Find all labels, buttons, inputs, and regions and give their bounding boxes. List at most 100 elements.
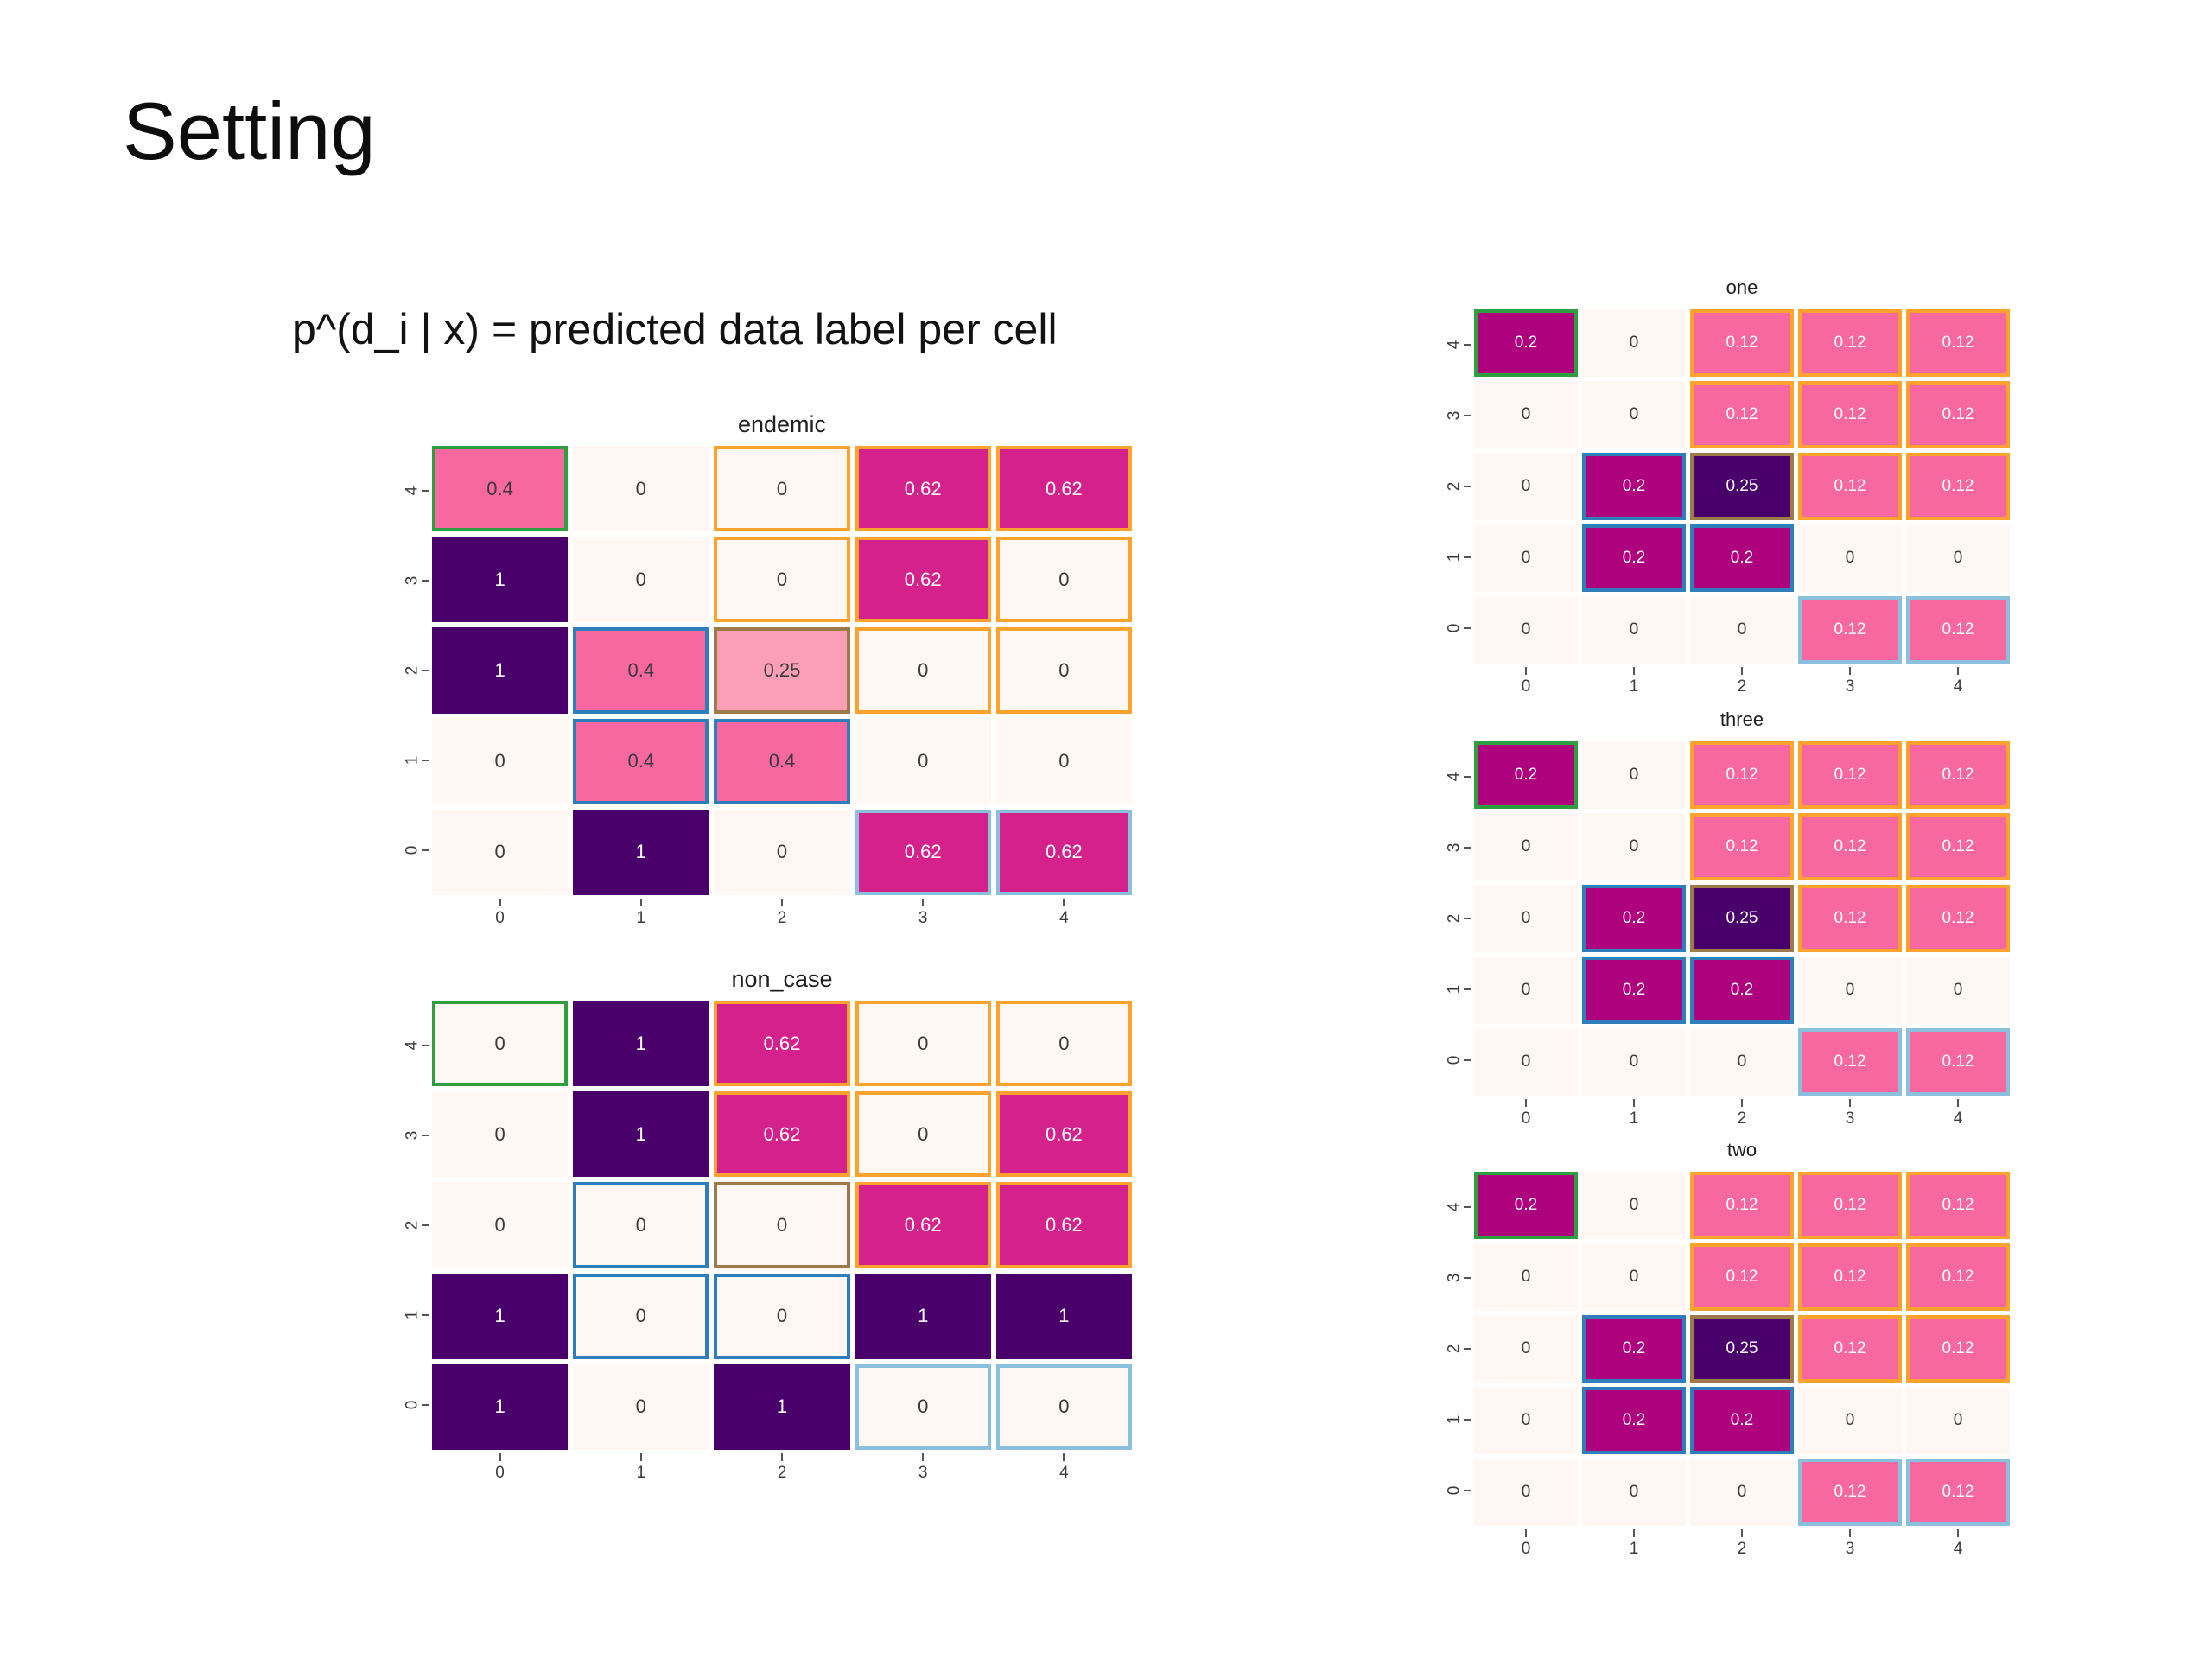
y-tick-label: 3 [1434, 1243, 1471, 1313]
heatmap-cell: 0.62 [995, 809, 1132, 895]
heatmap-cell: 0 [1474, 524, 1578, 592]
heatmap-cell: 0 [573, 537, 709, 623]
heatmap-cell: 0 [573, 1182, 709, 1268]
heatmap-cell: 0.12 [1906, 1172, 2010, 1239]
heatmap-cell: 0.2 [1582, 524, 1686, 592]
heatmap-cell: 0.12 [1906, 309, 2010, 377]
y-tick-label: 2 [1434, 1313, 1471, 1384]
heatmap-cell: 0 [1690, 1028, 1794, 1096]
x-tick-label: 2 [1690, 667, 1794, 696]
y-tick-label: 1 [1434, 522, 1471, 593]
heatmap-cell: 0 [855, 1363, 991, 1450]
heatmap-cell: 0 [1474, 1243, 1578, 1311]
heatmap-cell: 0.62 [714, 1001, 850, 1087]
heatmap-cell: 0.12 [1798, 596, 1902, 664]
y-tick-label: 0 [1434, 593, 1471, 664]
heatmap-cell: 0 [432, 1001, 569, 1087]
x-tick-label: 1 [573, 1453, 709, 1483]
heatmap-cell: 0.62 [855, 446, 991, 532]
y-tick-label: 0 [1434, 1025, 1471, 1096]
heatmap-cell: 0.12 [1798, 885, 1902, 952]
heatmap-cell: 0 [855, 627, 991, 714]
heatmap-cell: 0.12 [1906, 1243, 2010, 1311]
x-tick-label: 1 [1582, 667, 1686, 696]
y-tick-label: 2 [1434, 451, 1471, 522]
heatmap-cell: 0.12 [1906, 885, 2010, 952]
heatmap-cell: 0.12 [1798, 1459, 1902, 1526]
heatmap-cell: 0.12 [1906, 813, 2010, 880]
y-tick-label: 2 [1434, 883, 1471, 954]
y-tick-label: 3 [1434, 380, 1471, 451]
y-tick-label: 0 [392, 805, 429, 895]
x-tick-label: 1 [573, 899, 709, 928]
heatmap-cell: 0 [1798, 524, 1902, 592]
heatmap-title: three [1719, 709, 1764, 730]
x-tick-label: 4 [996, 899, 1132, 928]
heatmap-cell: 0.4 [714, 718, 850, 804]
heatmap-cell: 0.62 [995, 1182, 1132, 1268]
heatmap-cell: 0.12 [1690, 381, 1794, 448]
heatmap-cell: 0.12 [1906, 741, 2010, 809]
x-tick-label: 0 [1474, 1529, 1578, 1559]
heatmap-cell: 0 [714, 1273, 850, 1359]
heatmap-cell: 0.12 [1690, 741, 1794, 809]
heatmap-cell: 1 [573, 1091, 709, 1178]
heatmap-cell: 0 [995, 627, 1132, 714]
heatmap-cell: 0 [1474, 1459, 1578, 1526]
heatmap-cell: 0 [1474, 381, 1578, 448]
x-tick-label: 4 [1906, 667, 2010, 696]
heatmap-cell: 1 [573, 1001, 709, 1087]
y-tick-label: 4 [392, 446, 429, 536]
heatmap-grid: 0.2 0 0.12 0.12 0.12 0 0 0.12 0.12 0.12 0 0.2 0.25 0.… [1474, 1172, 2010, 1526]
heatmap-cell: 0.12 [1906, 1459, 2010, 1526]
heatmap-cell: 0 [714, 1182, 850, 1268]
x-tick-label: 4 [996, 1453, 1132, 1483]
heatmap-cell: 1 [855, 1273, 991, 1359]
heatmap-cell: 0.2 [1474, 309, 1578, 377]
heatmap-cell: 0.12 [1906, 381, 2010, 448]
heatmap-cell: 0 [1582, 1028, 1686, 1096]
heatmap-cell: 0 [714, 537, 850, 623]
heatmap-cell: 0.62 [995, 446, 1132, 532]
x-tick-label: 4 [1906, 1529, 2010, 1559]
y-tick-label: 4 [1434, 741, 1471, 812]
heatmap-cell: 0 [1582, 309, 1686, 377]
heatmap-cell: 0 [1474, 596, 1578, 664]
x-tick-label: 0 [432, 1453, 568, 1483]
heatmap-cell: 1 [995, 1273, 1132, 1359]
y-tick-label: 2 [392, 1180, 429, 1270]
heatmap-cell: 0 [1474, 1387, 1578, 1454]
y-tick-label: 3 [1434, 812, 1471, 883]
heatmap-cell: 0.25 [714, 627, 850, 714]
heatmap-cell: 1 [573, 809, 709, 895]
y-tick-label: 1 [1434, 1384, 1471, 1455]
heatmap-cell: 0.25 [1690, 453, 1794, 520]
heatmap-cell: 0.12 [1906, 1315, 2010, 1382]
heatmap-cell: 0.12 [1690, 309, 1794, 377]
y-tick-label: 0 [392, 1360, 429, 1450]
y-tick-label: 4 [392, 1001, 429, 1090]
heatmap-cell: 0.12 [1690, 1172, 1794, 1239]
x-tick-label: 1 [1582, 1529, 1686, 1559]
x-tick-label: 1 [1582, 1099, 1686, 1128]
heatmap-title: two [1726, 1139, 1758, 1160]
heatmap-cell: 0.62 [855, 1182, 991, 1268]
x-tick-label: 0 [432, 899, 568, 928]
y-tick-label: 4 [1434, 1172, 1471, 1243]
heatmap-cell: 0.2 [1582, 957, 1686, 1024]
formula-text: p^(d_i | x) = predicted data label per c… [292, 305, 1058, 353]
heatmap-cell: 0.4 [432, 446, 569, 532]
